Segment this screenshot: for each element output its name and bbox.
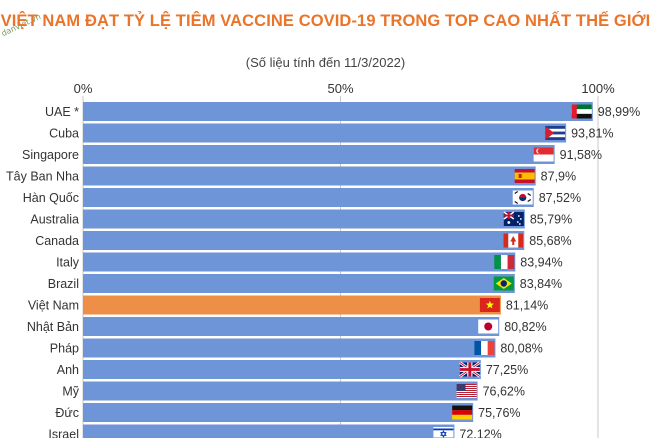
france-flag-icon (474, 341, 495, 355)
usa-flag-icon (456, 384, 477, 398)
japan-flag-icon (478, 319, 499, 334)
category-label: Australia (30, 213, 79, 227)
value-label: 83,94% (520, 256, 562, 270)
x-tick-label: 100% (581, 81, 615, 96)
category-label: Italy (56, 256, 80, 270)
italy-flag-icon (494, 255, 515, 269)
spain-flag-icon (514, 169, 535, 183)
australia-flag-icon (503, 211, 524, 226)
chart-title: VIỆT NAM ĐẠT TỶ LỆ TIÊM VACCINE COVID-19… (0, 12, 651, 30)
bar (83, 209, 525, 229)
value-label: 83,84% (520, 277, 562, 291)
value-label: 80,82% (504, 320, 546, 334)
bar (83, 381, 478, 401)
value-label: 87,9% (541, 170, 576, 184)
value-label: 72,12% (459, 428, 501, 438)
category-label: Tây Ban Nha (6, 170, 79, 184)
vietnam-flag-icon (479, 298, 500, 312)
south-korea-flag-icon (512, 190, 533, 205)
chart-subtitle: (Số liệu tính đến 11/3/2022) (245, 55, 406, 70)
value-label: 81,14% (506, 299, 548, 313)
category-label: Mỹ (62, 385, 79, 399)
uae-flag-icon (571, 104, 592, 119)
category-label: Hàn Quốc (23, 191, 79, 205)
category-label: Việt Nam (28, 299, 79, 313)
value-label: 80,08% (500, 342, 542, 356)
value-label: 85,79% (530, 213, 572, 227)
category-label: Pháp (50, 342, 79, 356)
bar (83, 145, 555, 164)
category-label: Israel (48, 428, 79, 438)
value-label: 93,81% (571, 127, 613, 141)
value-label: 75,76% (478, 406, 520, 420)
value-label: 91,58% (560, 148, 602, 162)
x-tick-label: 50% (327, 81, 353, 96)
bar (83, 166, 536, 186)
category-label: Nhật Bản (27, 320, 79, 334)
bar (83, 274, 515, 293)
value-label: 87,52% (539, 191, 581, 205)
value-label: 85,68% (529, 234, 571, 248)
category-label: Canada (35, 234, 79, 248)
bar (83, 403, 474, 422)
germany-flag-icon (452, 405, 473, 420)
bar (83, 123, 567, 143)
category-label: Brazil (48, 277, 79, 291)
value-label: 77,25% (486, 363, 528, 377)
x-tick-label: 0% (74, 81, 93, 96)
israel-flag-icon (433, 427, 454, 438)
bar (83, 317, 500, 336)
bar (83, 424, 455, 438)
bar (83, 102, 593, 121)
brazil-flag-icon (493, 276, 514, 291)
bar (83, 338, 496, 358)
bar (83, 231, 525, 250)
category-label: Anh (57, 363, 79, 377)
value-label: 76,62% (483, 385, 525, 399)
bar (83, 295, 501, 315)
bar (83, 360, 481, 379)
uk-flag-icon (459, 361, 481, 378)
bar (83, 188, 534, 207)
category-label: Đức (55, 406, 79, 420)
singapore-flag-icon (533, 147, 554, 162)
category-label: Singapore (22, 148, 79, 162)
category-label: UAE * (45, 105, 79, 119)
bar (83, 252, 516, 272)
canada-flag-icon (503, 233, 524, 248)
value-label: 98,99% (598, 105, 640, 119)
category-label: Cuba (49, 127, 79, 141)
cuba-flag-icon (545, 126, 566, 140)
